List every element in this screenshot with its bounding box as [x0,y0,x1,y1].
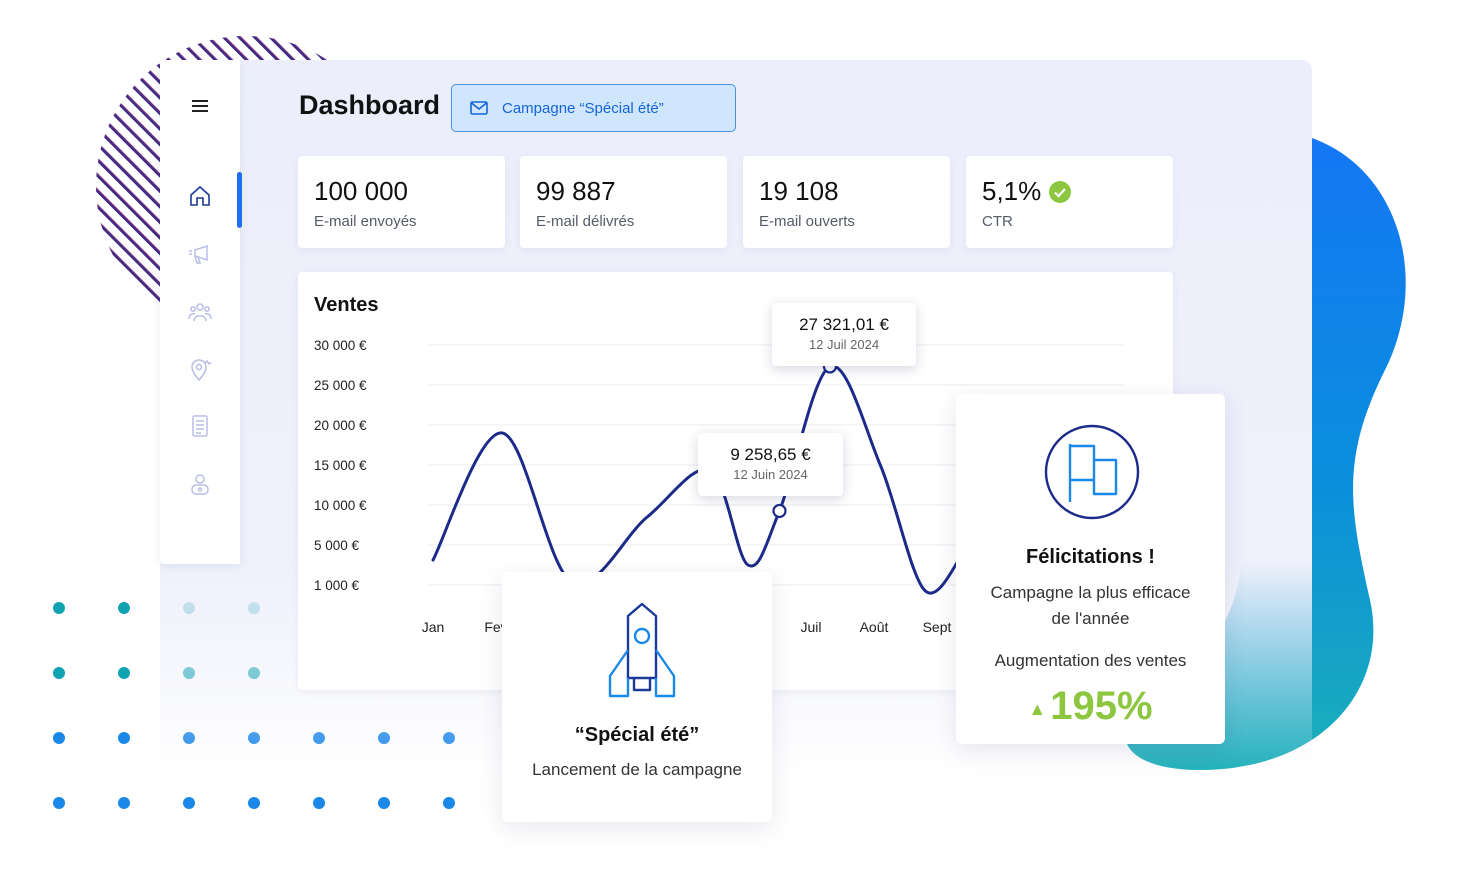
tooltip-date: 12 Juin 2024 [733,467,808,482]
chart-tooltip-june: 9 258,65 € 12 Juin 2024 [698,433,843,496]
dot [313,797,325,809]
x-tick-label: Août [860,619,889,635]
y-tick-label: 15 000 € [314,458,367,473]
sidebar-item-campaigns[interactable] [186,240,214,268]
stat-card-delivered: 99 887 E-mail délivrés [520,156,727,248]
people-icon [188,303,212,322]
dot [53,667,65,679]
dot [248,797,260,809]
x-tick-label: Sept [923,619,952,635]
y-tick-label: 30 000 € [314,338,367,353]
y-tick-label: 5 000 € [314,538,360,553]
congrats-title: Félicitations ! [1026,546,1155,568]
y-tick-label: 10 000 € [314,498,367,513]
dot [53,602,65,614]
x-tick-label: Fev [484,619,507,635]
chart-tooltip-july: 27 321,01 € 12 Juil 2024 [772,303,916,366]
rocket-icon [608,602,676,698]
stat-card-sent: 100 000 E-mail envoyés [298,156,505,248]
dot [118,732,130,744]
active-indicator [237,172,242,228]
stat-value: 5,1% [982,176,1042,206]
hamburger-icon[interactable] [186,92,214,120]
dot [118,602,130,614]
dot [378,797,390,809]
check-circle-icon [1049,180,1072,203]
stat-value: 19 108 [759,176,839,206]
stat-label: E-mail délivrés [536,213,635,230]
congrats-subtitle: Campagne la plus efficace de l'année [990,583,1191,628]
stat-label: CTR [982,213,1013,230]
triangle-up-icon: ▲ [1028,699,1047,719]
dot [183,797,195,809]
stat-value: 99 887 [536,176,616,206]
dot [53,732,65,744]
tooltip-value: 9 258,65 € [730,445,811,464]
sidebar [160,60,242,564]
y-tick-label: 1 000 € [314,578,360,593]
launch-card-title: “Spécial été” [574,724,700,746]
growth-value: 195% [1050,684,1153,728]
chart-title: Ventes [314,294,379,316]
user-profile-icon [191,474,209,495]
sales-increase-label: Augmentation des ventes [994,651,1187,670]
dot [53,797,65,809]
stat-card-ctr: 5,1% CTR [966,156,1173,248]
tooltip-date: 12 Juil 2024 [808,337,880,352]
dot [443,797,455,809]
highlight-point[interactable] [772,503,787,519]
flag-icon [1044,424,1140,520]
page-title: Dashboard [299,90,441,120]
location-pin-icon [191,359,212,382]
sidebar-item-home[interactable] [186,182,214,210]
launch-card-subtitle: Lancement de la campagne [532,760,742,779]
x-tick-label: Jan [422,619,445,635]
document-list-icon [192,415,208,437]
campaign-launch-card: “Spécial été” Lancement de la campagne [502,572,772,822]
sidebar-item-contacts[interactable] [186,298,214,326]
stat-label: E-mail envoyés [314,213,417,230]
home-icon [190,185,210,206]
mail-icon [470,101,488,115]
stat-value: 100 000 [314,176,408,206]
sales-line [431,364,964,595]
y-tick-label: 20 000 € [314,418,367,433]
sales-growth: ▲ 195% [956,684,1225,729]
tooltip-value: 27 321,01 € [799,315,889,334]
stat-card-opened: 19 108 E-mail ouverts [743,156,950,248]
sidebar-item-profile[interactable] [186,470,214,498]
megaphone-icon [189,244,208,264]
sidebar-item-reports[interactable] [186,412,214,440]
dot [118,667,130,679]
stat-value-row: 5,1% [982,176,1173,207]
campaign-selector-button[interactable]: Campagne “Spécial été” [451,84,736,132]
stat-label: E-mail ouverts [759,213,855,230]
dot [118,797,130,809]
x-tick-label: Juil [800,619,821,635]
congratulations-card: Félicitations ! Campagne la plus efficac… [956,394,1225,744]
campaign-chip-label: Campagne “Spécial été” [502,99,664,117]
y-tick-label: 25 000 € [314,378,367,393]
sidebar-item-locations[interactable] [186,356,214,384]
